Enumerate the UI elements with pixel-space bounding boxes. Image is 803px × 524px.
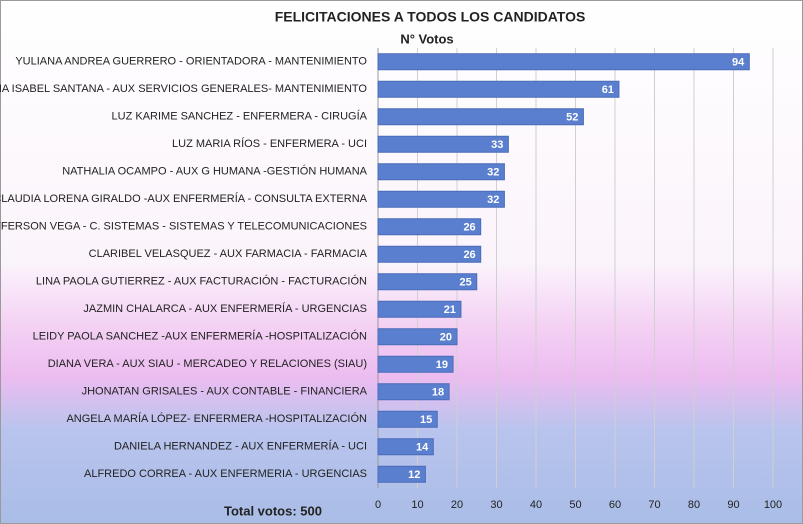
bar <box>377 135 509 153</box>
x-tick-label: 20 <box>451 499 463 511</box>
value-label: 21 <box>444 304 456 316</box>
bar <box>377 328 458 346</box>
value-label: 32 <box>487 167 499 179</box>
bar <box>377 190 505 208</box>
y-tick-label: CLAUDIA LORENA GIRALDO -AUX ENFERMERÍA -… <box>0 192 368 205</box>
value-label: 20 <box>440 332 452 344</box>
bar <box>377 465 426 483</box>
y-tick-label: LEIDY PAOLA SANCHEZ -AUX ENFERMERÍA -HOS… <box>33 330 367 343</box>
y-tick-label: ALFREDO CORREA - AUX ENFERMERIA - URGENC… <box>84 468 367 480</box>
y-tick-label: CLARIBEL VELASQUEZ - AUX FARMACIA - FARM… <box>89 248 368 260</box>
value-label: 12 <box>408 469 420 481</box>
value-label: 33 <box>491 139 503 151</box>
value-label: 94 <box>732 57 745 69</box>
y-tick-label: NATHALIA OCAMPO - AUX G HUMANA -GESTIÓN … <box>62 165 367 178</box>
value-label: 25 <box>460 277 472 289</box>
y-tick-label: DANIELA HERNANDEZ - AUX ENFERMERÍA - UCI <box>114 440 367 453</box>
bar <box>377 163 505 181</box>
value-label: 61 <box>602 84 614 96</box>
bar <box>377 80 620 98</box>
y-tick-label: DIANA VERA - AUX SIAU - MERCADEO Y RELAC… <box>48 358 367 370</box>
bar <box>377 410 438 428</box>
y-tick-label: LUZ KARIME SANCHEZ - ENFERMERA - CIRUGÍA <box>112 110 368 123</box>
y-tick-label: LINA PAOLA GUTIERREZ - AUX FACTURACIÓN -… <box>36 275 367 288</box>
y-tick-label: JAZMIN CHALARCA - AUX ENFERMERÍA - URGEN… <box>83 302 367 315</box>
chart-title: FELICITACIONES A TODOS LOS CANDIDATOS <box>275 9 586 25</box>
value-label: 18 <box>432 387 444 399</box>
footer: Total votos: 500 <box>224 503 322 518</box>
x-tick-label: 0 <box>375 499 381 511</box>
value-label: 26 <box>463 222 475 234</box>
y-tick-label: YULIANA ANDREA GUERRERO - ORIENTADORA - … <box>15 56 367 68</box>
x-tick-label: 60 <box>609 499 621 511</box>
y-tick-label: LUZ MARIA RÍOS - ENFERMERA - UCI <box>172 137 367 150</box>
subtitle: N° Votos <box>400 31 453 46</box>
x-tick-label: 30 <box>490 499 502 511</box>
bar <box>377 108 584 126</box>
value-label: 15 <box>420 414 432 426</box>
y-tick-label: DIANA ISABEL SANTANA - AUX SERVICIOS GEN… <box>0 83 367 95</box>
bar <box>377 355 454 373</box>
x-tick-label: 80 <box>688 499 700 511</box>
bar <box>377 300 462 318</box>
bar <box>377 383 450 401</box>
y-tick-label: JHONATAN GRISALES - AUX CONTABLE - FINAN… <box>82 386 368 398</box>
value-label: 14 <box>416 442 429 454</box>
y-tick-label: YEFFERSON VEGA - C. SISTEMAS - SISTEMAS … <box>0 221 367 233</box>
bar <box>377 53 750 71</box>
value-label: 19 <box>436 359 448 371</box>
bar <box>377 273 478 291</box>
value-label: 32 <box>487 194 499 206</box>
value-label: 52 <box>566 112 578 124</box>
x-tick-label: 10 <box>411 499 423 511</box>
value-label: 26 <box>463 249 475 261</box>
x-tick-label: 40 <box>530 499 542 511</box>
bar <box>377 218 482 236</box>
bar <box>377 438 434 456</box>
x-tick-label: 100 <box>764 499 782 511</box>
bar <box>377 245 482 263</box>
x-tick-label: 70 <box>648 499 660 511</box>
x-tick-label: 90 <box>727 499 739 511</box>
x-tick-label: 50 <box>569 499 581 511</box>
y-tick-label: ANGELA MARÍA LÓPEZ- ENFERMERA -HOSPITALI… <box>66 412 367 425</box>
